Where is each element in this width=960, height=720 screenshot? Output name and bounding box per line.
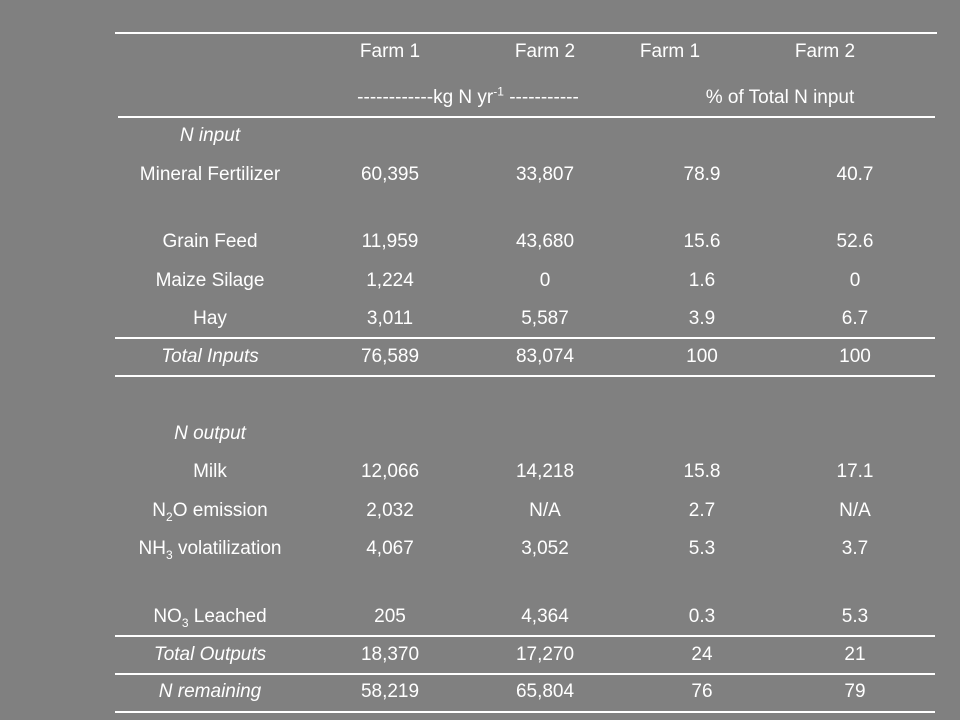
row-label: Milk [193,461,227,482]
cell-value: 78.9 [683,164,721,185]
cell-value: 40.7 [836,164,874,185]
cell-value: 1,224 [366,270,414,291]
cell-value: 2,032 [366,500,414,521]
row-label: Total Outputs [153,644,267,665]
rule [115,635,935,637]
cell-value: 11,959 [361,231,419,252]
column-header: Farm 2 [794,41,856,62]
text-segment: volatilization [172,538,282,559]
cell-value: 12,066 [360,461,420,482]
rule [118,116,935,118]
unit-header: % of Total N input [705,87,855,108]
cell-value: 65,804 [515,681,575,702]
cell-value: 100 [839,346,871,367]
text-segment: NO [153,606,182,627]
cell-value: 83,074 [515,346,575,367]
cell-value: 15.6 [683,231,721,252]
cell-value: 6.7 [841,308,869,329]
text-segment: 3 [165,547,173,562]
row-label: N output [174,423,246,444]
cell-value: 1.6 [688,270,716,291]
column-header: Farm 1 [359,41,421,62]
cell-value: 18,370 [360,644,420,665]
row-label: Grain Feed [162,231,258,252]
cell-value: 43,680 [515,231,575,252]
cell-value: 0 [539,270,551,291]
rule [115,337,935,339]
cell-value: 3,052 [521,538,569,559]
cell-value: 4,364 [521,606,569,627]
cell-value: 15.8 [683,461,721,482]
cell-value: 5,587 [521,308,569,329]
cell-value: 5.3 [688,538,716,559]
cell-value: N/A [529,500,561,521]
row-label: Maize Silage [155,270,265,291]
cell-value: 24 [691,644,713,665]
row-label: N2O emission [152,497,267,525]
row-label: NH3 volatilization [135,535,285,563]
cell-value: 76,589 [360,346,420,367]
cell-value: 21 [844,644,866,665]
cell-value: 2.7 [688,500,716,521]
text-segment: NH [138,538,166,559]
text-segment: Leached [188,606,267,627]
cell-value: 33,807 [515,164,575,185]
row-label: Total Inputs [161,346,259,367]
cell-value: 3.9 [688,308,716,329]
rule [115,711,935,713]
cell-value: 0.3 [688,606,716,627]
cell-value: 100 [686,346,718,367]
cell-value: 76 [691,681,713,702]
cell-value: 79 [844,681,866,702]
cell-value: 205 [374,606,406,627]
cell-value: 4,067 [366,538,414,559]
cell-value: 5.3 [841,606,869,627]
column-header: Farm 2 [514,41,576,62]
cell-value: N/A [839,500,871,521]
rule [115,32,937,34]
rule [115,375,935,377]
cell-value: 58,219 [360,681,420,702]
text-segment: 2 [166,509,173,524]
text-segment: O emission [172,500,268,521]
cell-value: 14,218 [515,461,575,482]
cell-value: 17,270 [515,644,575,665]
column-header: Farm 1 [639,41,701,62]
unit-header: ------------kg N yr-1 ----------- [357,84,579,112]
row-label: N remaining [158,681,262,702]
row-label: Hay [193,308,227,329]
cell-value: 0 [849,270,861,291]
text-segment: N [152,500,167,521]
row-label: NO3 Leached [153,603,266,631]
text-segment: 3 [181,615,189,630]
rule [115,673,935,675]
cell-value: 52.6 [836,231,874,252]
cell-value: 60,395 [360,164,420,185]
row-label: N input [179,125,241,146]
text-segment: ----------- [503,87,579,108]
cell-value: 3.7 [841,538,869,559]
cell-value: 17.1 [836,461,874,482]
row-label: Mineral Fertilizer [139,164,281,185]
text-segment: -1 [493,84,504,99]
cell-value: 3,011 [366,308,414,329]
text-segment: ------------kg N yr [357,87,494,108]
